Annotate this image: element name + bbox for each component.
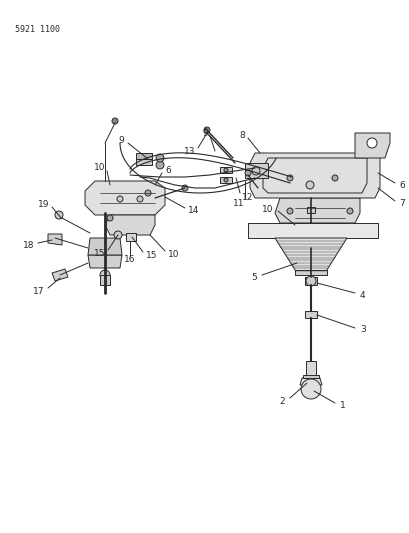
Polygon shape	[136, 159, 152, 165]
Text: 6: 6	[398, 181, 404, 190]
Text: 13: 13	[183, 147, 195, 156]
Polygon shape	[85, 181, 164, 215]
Text: 9: 9	[202, 128, 207, 138]
Circle shape	[155, 161, 164, 169]
Text: 18: 18	[22, 240, 34, 249]
Circle shape	[127, 234, 133, 240]
Text: 5: 5	[251, 272, 256, 281]
Circle shape	[252, 167, 259, 175]
Polygon shape	[100, 275, 110, 285]
Polygon shape	[294, 270, 326, 275]
Circle shape	[366, 138, 376, 148]
Circle shape	[55, 211, 63, 219]
Text: 11: 11	[232, 198, 243, 207]
Circle shape	[107, 215, 113, 221]
Text: 4: 4	[359, 290, 365, 300]
Text: 15: 15	[93, 248, 105, 257]
Circle shape	[305, 276, 315, 286]
Polygon shape	[306, 207, 314, 213]
Text: 15: 15	[146, 251, 157, 260]
Circle shape	[305, 181, 313, 189]
Polygon shape	[305, 361, 315, 378]
Text: 9: 9	[118, 135, 124, 144]
Text: 14: 14	[188, 206, 199, 214]
Circle shape	[112, 118, 118, 124]
Text: 17: 17	[32, 287, 44, 295]
Polygon shape	[302, 375, 318, 378]
Text: 10: 10	[168, 249, 179, 259]
Circle shape	[204, 127, 209, 133]
Circle shape	[223, 178, 227, 182]
Text: 5921 1100: 5921 1100	[15, 25, 60, 34]
Polygon shape	[52, 269, 68, 281]
Circle shape	[346, 208, 352, 214]
Polygon shape	[247, 223, 377, 238]
Polygon shape	[274, 238, 346, 273]
Circle shape	[331, 175, 337, 181]
Polygon shape	[88, 238, 122, 255]
Text: 10: 10	[93, 163, 105, 172]
Text: 10: 10	[261, 205, 272, 214]
Polygon shape	[126, 233, 136, 241]
Text: 19: 19	[37, 199, 49, 208]
Circle shape	[300, 379, 320, 399]
Circle shape	[117, 196, 123, 202]
Polygon shape	[245, 163, 267, 178]
Text: 2: 2	[279, 397, 284, 406]
Polygon shape	[249, 153, 379, 198]
Polygon shape	[220, 177, 231, 183]
Polygon shape	[220, 167, 231, 173]
Circle shape	[286, 175, 292, 181]
Polygon shape	[299, 378, 321, 385]
Polygon shape	[105, 215, 155, 235]
Polygon shape	[88, 255, 122, 268]
Circle shape	[245, 170, 250, 176]
Circle shape	[155, 154, 164, 162]
Polygon shape	[304, 311, 316, 318]
Circle shape	[223, 168, 227, 172]
Text: 6: 6	[164, 166, 170, 174]
Text: 16: 16	[124, 254, 135, 263]
Circle shape	[114, 231, 122, 239]
Polygon shape	[304, 277, 316, 285]
Polygon shape	[136, 153, 152, 159]
Circle shape	[182, 185, 188, 191]
Text: 3: 3	[359, 326, 365, 335]
Circle shape	[286, 208, 292, 214]
Text: 12: 12	[241, 192, 253, 201]
Circle shape	[100, 270, 110, 280]
Text: 7: 7	[398, 198, 404, 207]
Text: 1: 1	[339, 400, 345, 409]
Polygon shape	[274, 198, 359, 223]
Polygon shape	[48, 234, 62, 245]
Polygon shape	[354, 133, 389, 158]
Circle shape	[145, 190, 151, 196]
Circle shape	[137, 196, 143, 202]
Text: 8: 8	[239, 131, 245, 140]
